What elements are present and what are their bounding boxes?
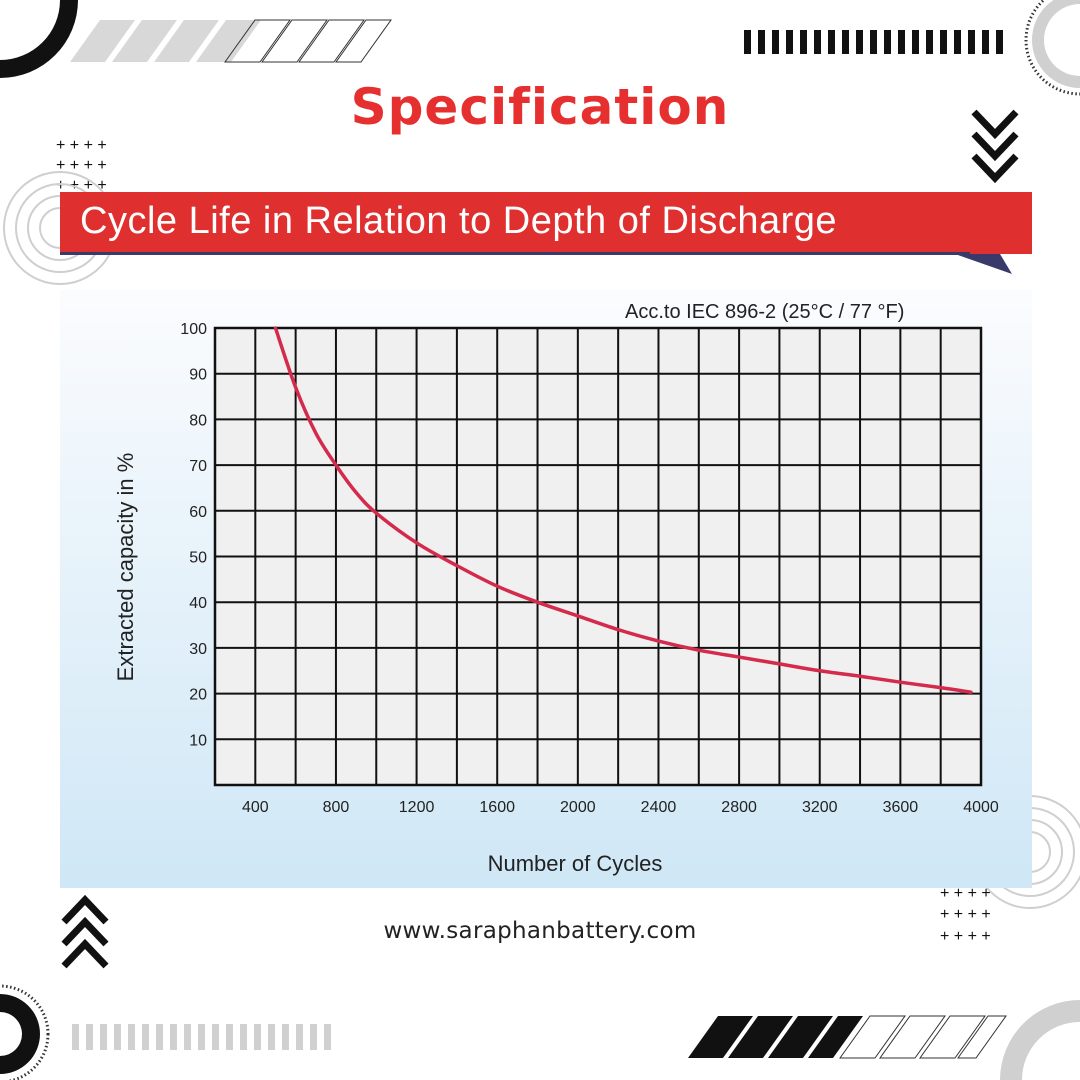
x-tick-label: 3600 bbox=[883, 799, 919, 816]
svg-text:+ + + +: + + + + bbox=[940, 928, 991, 945]
x-tick-label: 1200 bbox=[399, 799, 435, 816]
barcode-icon bbox=[72, 1024, 331, 1050]
y-tick-label: 10 bbox=[189, 732, 207, 749]
x-tick-labels: 400 800 1200 1600 2000 2400 2800 3200 3600 4000 bbox=[242, 799, 999, 816]
x-tick-label: 800 bbox=[323, 799, 350, 816]
svg-text:+ + + +: + + + + bbox=[56, 157, 107, 174]
x-tick-label: 2800 bbox=[721, 799, 757, 816]
x-tick-label: 1600 bbox=[479, 799, 515, 816]
chevron-up-icon bbox=[61, 894, 109, 969]
plus-grid-icon: + + + + + + + + + + + + bbox=[56, 137, 107, 194]
y-tick-label: 50 bbox=[189, 550, 207, 567]
circle-icon bbox=[0, 0, 78, 78]
page-title: Specification bbox=[350, 78, 730, 136]
banner-title: Cycle Life in Relation to Depth of Disch… bbox=[80, 200, 838, 242]
y-tick-label: 60 bbox=[189, 504, 207, 521]
series-line bbox=[273, 326, 973, 694]
y-tick-label: 70 bbox=[189, 458, 207, 475]
svg-text:+ + + +: + + + + bbox=[940, 906, 991, 923]
y-tick-label: 20 bbox=[189, 687, 207, 704]
y-tick-labels: 10 20 30 40 50 60 70 80 90 100 bbox=[180, 321, 207, 749]
plot-border bbox=[213, 326, 983, 787]
banner-shadow bbox=[60, 252, 970, 255]
svg-text:+ + + +: + + + + bbox=[56, 177, 107, 194]
x-tick-label: 4000 bbox=[963, 799, 999, 816]
y-axis-label: Extracted capacity in % bbox=[113, 453, 138, 682]
stripe-icon bbox=[688, 1015, 1007, 1059]
stripe-icon bbox=[70, 19, 392, 63]
barcode-icon bbox=[744, 30, 1003, 54]
svg-text:+ + + +: + + + + bbox=[940, 885, 991, 902]
website-url[interactable]: www.saraphanbattery.com bbox=[383, 918, 697, 944]
x-tick-label: 3200 bbox=[802, 799, 838, 816]
svg-text:+ + + +: + + + + bbox=[56, 137, 107, 154]
x-tick-label: 2400 bbox=[641, 799, 677, 816]
x-tick-label: 2000 bbox=[560, 799, 596, 816]
y-tick-label: 90 bbox=[189, 367, 207, 384]
title-banner bbox=[60, 192, 1032, 254]
y-tick-label: 100 bbox=[180, 321, 207, 338]
plus-grid-icon: + + + + + + + + + + + + bbox=[940, 885, 991, 945]
x-tick-label: 400 bbox=[242, 799, 269, 816]
circle-icon bbox=[1024, 0, 1080, 96]
y-tick-label: 30 bbox=[189, 641, 207, 658]
x-axis-label: Number of Cycles bbox=[488, 851, 663, 876]
y-tick-label: 80 bbox=[189, 412, 207, 429]
y-tick-label: 40 bbox=[189, 595, 207, 612]
chart-annotation: Acc.to IEC 896-2 (25°C / 77 °F) bbox=[625, 301, 904, 323]
circle-icon bbox=[0, 984, 50, 1080]
chevron-down-icon bbox=[971, 109, 1019, 184]
circle-icon bbox=[1000, 1000, 1080, 1080]
chart-grid bbox=[213, 326, 983, 787]
chart-series bbox=[273, 326, 973, 694]
